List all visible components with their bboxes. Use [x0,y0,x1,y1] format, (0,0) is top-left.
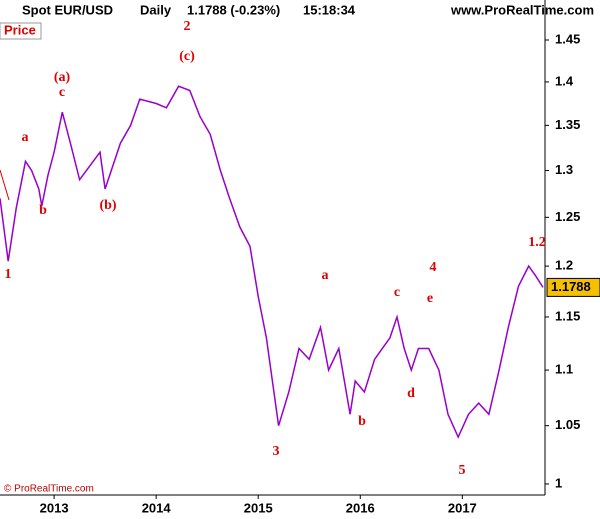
wave-label: c [59,85,65,100]
y-tick-label: 1.3 [555,162,573,177]
y-tick-label: 1.1 [555,362,573,377]
wave-label: 4 [430,260,437,275]
panel-label-box [0,22,42,40]
x-tick-label: 2014 [142,500,172,515]
wave-label: c [394,285,400,300]
x-tick-label: 2013 [40,500,69,515]
wave-label: 5 [459,463,466,478]
panel-label: Price [4,22,36,37]
x-tick-label: 2016 [346,500,375,515]
wave-label: (a) [54,70,71,85]
title-symbol: Spot EUR/USD [22,2,113,17]
wave-label: 3 [273,444,280,459]
x-tick-label: 2015 [244,500,273,515]
wave-label: b [39,203,47,218]
source: www.ProRealTime.com [450,2,594,17]
y-tick-label: 1.15 [555,308,580,323]
wave-label: d [407,386,415,401]
trend-line [0,169,10,201]
title-price: 1.1788 (-0.23%) [187,2,280,17]
y-tick-label: 1.4 [555,73,574,88]
y-tick-label: 1.25 [555,209,580,224]
wave-label: (b) [99,198,116,213]
x-tick-label: 2017 [448,500,477,515]
wave-label: b [358,414,366,429]
wave-label: a [322,268,329,283]
title-time: 15:18:34 [303,2,356,17]
y-tick-label: 1 [555,475,562,490]
price-line [0,85,544,439]
y-tick-label: 1.35 [555,117,580,132]
y-tick-label: 1.05 [555,417,580,432]
wave-label: (c) [179,49,195,64]
wave-label: 1.2 [528,235,546,250]
last-price-box [546,277,600,297]
copyright: © ProRealTime.com [4,484,94,495]
last-price-label: 1.1788 [551,279,591,294]
wave-label: 1 [5,267,12,282]
wave-label: 2 [184,19,191,34]
y-tick-label: 1.2 [555,258,573,273]
y-tick-label: 1.45 [555,31,580,46]
title-period: Daily [140,2,172,17]
wave-label: a [22,130,29,145]
wave-label: e [427,291,433,306]
